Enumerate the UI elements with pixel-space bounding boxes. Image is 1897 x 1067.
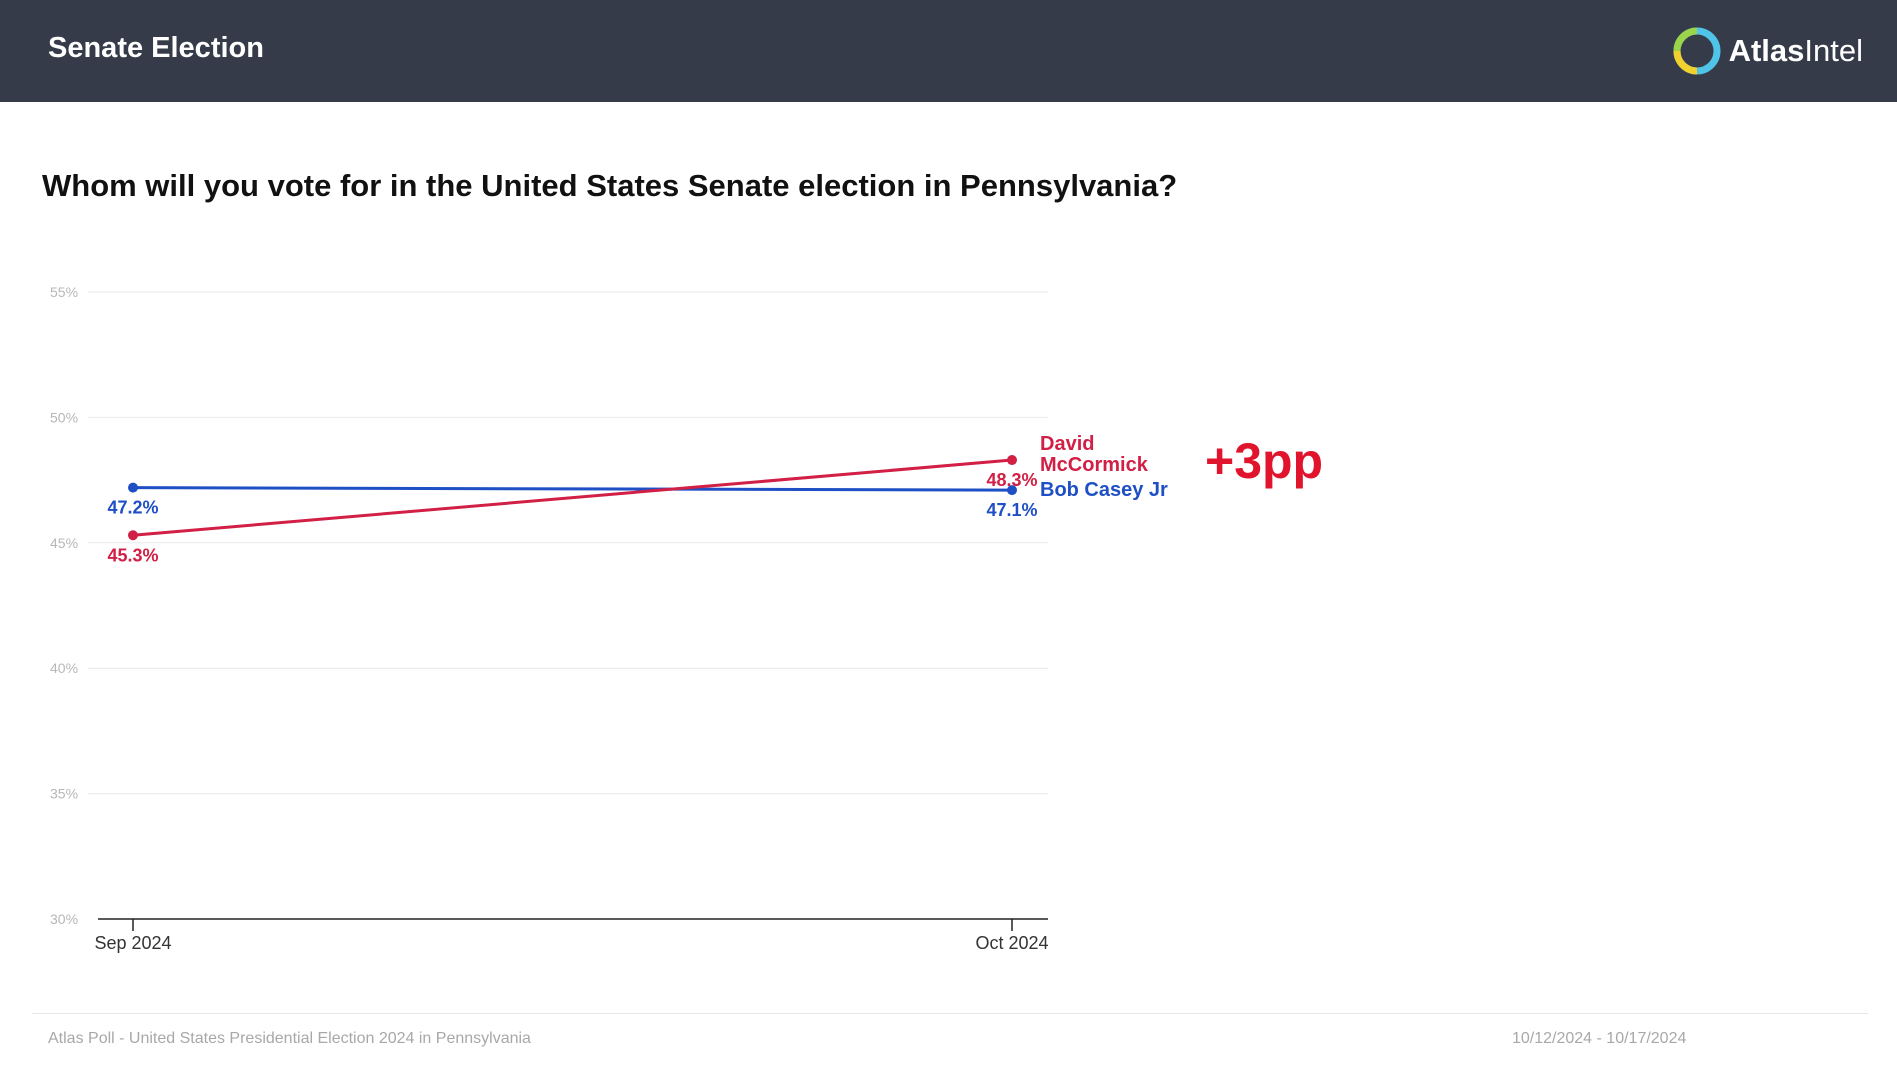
series-bob-casey-jr: 47.2% 47.1%Bob Casey Jr bbox=[107, 479, 1168, 520]
data-point bbox=[1007, 485, 1017, 496]
y-tick-label: 45% bbox=[50, 535, 78, 551]
atlas-logo-icon bbox=[1673, 27, 1721, 75]
y-tick-label: 40% bbox=[50, 660, 78, 676]
header-bar: Senate Election AtlasIntel bbox=[0, 0, 1897, 102]
difference-annotation: +3pp bbox=[1205, 433, 1323, 489]
y-tick-label: 55% bbox=[50, 284, 78, 300]
data-label: 47.2% bbox=[107, 498, 158, 518]
grid-lines bbox=[88, 291, 1048, 795]
data-label: 47.1% bbox=[986, 500, 1037, 520]
series-line bbox=[132, 486, 1013, 492]
series-name-label: David bbox=[1040, 433, 1094, 455]
data-point bbox=[128, 530, 138, 541]
x-tick-label: Sep 2024 bbox=[94, 933, 171, 953]
brand-logo: AtlasIntel bbox=[1673, 26, 1863, 76]
footer-dates: 10/12/2024 - 10/17/2024 bbox=[1512, 1030, 1687, 1047]
footer-source: Atlas Poll - United States Presidential … bbox=[48, 1030, 531, 1047]
series-line bbox=[132, 458, 1013, 537]
series-name-label: McCormick bbox=[1040, 454, 1149, 476]
data-point bbox=[128, 482, 138, 493]
y-axis-ticks: 30% 35% 40% 45% 50% 55% bbox=[50, 284, 78, 927]
data-point bbox=[1007, 455, 1017, 466]
series-name-label: Bob Casey Jr bbox=[1040, 479, 1168, 501]
x-axis-ticks: Sep 2024 Oct 2024 bbox=[94, 919, 1049, 953]
data-label: 48.3% bbox=[986, 470, 1037, 490]
footer-divider bbox=[32, 1013, 1868, 1014]
y-tick-label: 35% bbox=[50, 786, 78, 802]
page-title: Senate Election bbox=[48, 32, 264, 64]
x-tick-label: Oct 2024 bbox=[975, 933, 1048, 953]
question-title: Whom will you vote for in the United Sta… bbox=[42, 168, 1178, 203]
y-tick-label: 50% bbox=[50, 409, 78, 425]
brand-name: AtlasIntel bbox=[1728, 33, 1863, 68]
series: 47.2% 47.1%Bob Casey Jr 45.3% 48.3%DavidMcC… bbox=[107, 433, 1168, 565]
data-label: 45.3% bbox=[107, 545, 158, 565]
line-chart: 30% 35% 40% 45% 50% 55% Sep 2024 Oct 2024 47.2… bbox=[50, 284, 1323, 953]
y-tick-label: 30% bbox=[50, 911, 78, 927]
